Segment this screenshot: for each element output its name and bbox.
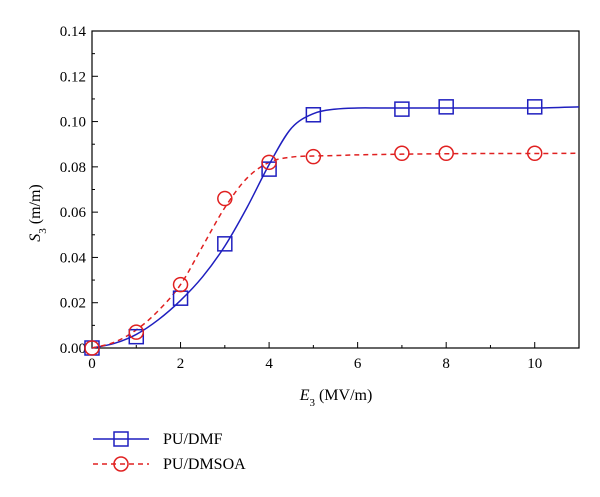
series-line-pu-dmsoa [91, 152, 580, 349]
series-markers [84, 99, 543, 356]
legend-item-pu-dmf: PU/DMF [93, 431, 223, 448]
y-axis-title: S3 (m/m) [27, 184, 49, 242]
x-axis: 0 2 4 6 8 10 [88, 342, 542, 372]
y-tick-label: 0.02 [60, 296, 86, 312]
data-point-pu-dmf [217, 236, 233, 252]
y-tick-label: 0.12 [60, 69, 86, 85]
y-tick-label: 0.10 [60, 115, 86, 131]
data-point-pu-dmf [305, 107, 322, 123]
data-point-pu-dmsoa [394, 145, 410, 162]
data-point-pu-dmsoa [172, 276, 189, 293]
series-curves [91, 106, 580, 349]
y-tick-label: 0.00 [60, 341, 86, 357]
data-point-pu-dmf [261, 161, 277, 177]
x-tick-label: 0 [88, 356, 96, 372]
legend-label-pu-dmsoa: PU/DMSOA [163, 456, 246, 473]
data-point-pu-dmf [394, 101, 410, 117]
data-point-pu-dmsoa [305, 148, 322, 165]
series-line-pu-dmf [91, 106, 580, 349]
legend-item-pu-dmsoa: PU/DMSOA [93, 456, 246, 473]
data-point-pu-dmsoa [217, 190, 233, 207]
data-point-pu-dmf [526, 99, 543, 115]
x-tick-label: 6 [354, 356, 362, 372]
data-point-pu-dmsoa [526, 145, 543, 162]
legend-label-pu-dmf: PU/DMF [163, 431, 223, 448]
y-tick-label: 0.06 [60, 205, 87, 221]
plot-frame [91, 30, 580, 349]
legend-marker-circle [113, 456, 129, 472]
legend-marker-square [113, 431, 129, 447]
data-point-pu-dmsoa [261, 154, 277, 171]
data-point-pu-dmf [438, 99, 454, 115]
x-tick-label: 10 [527, 356, 542, 372]
legend: PU/DMF PU/DMSOA [93, 431, 246, 473]
y-tick-label: 0.08 [60, 160, 86, 176]
data-point-pu-dmsoa [84, 340, 100, 356]
x-axis-title: E3 (MV/m) [299, 387, 373, 409]
data-point-pu-dmsoa [438, 145, 454, 162]
x-tick-label: 2 [177, 356, 185, 372]
data-point-pu-dmf [172, 290, 189, 306]
y-tick-label: 0.04 [60, 250, 87, 266]
data-point-pu-dmsoa [128, 324, 145, 340]
x-tick-label: 4 [265, 356, 273, 372]
x-tick-label: 8 [442, 356, 450, 372]
y-tick-label: 0.14 [60, 24, 87, 40]
data-point-pu-dmf [128, 328, 145, 345]
plot-area-border [91, 30, 580, 349]
y-axis: 0.00 0.02 0.04 0.06 0.08 0.10 0.12 0.14 [60, 24, 98, 357]
